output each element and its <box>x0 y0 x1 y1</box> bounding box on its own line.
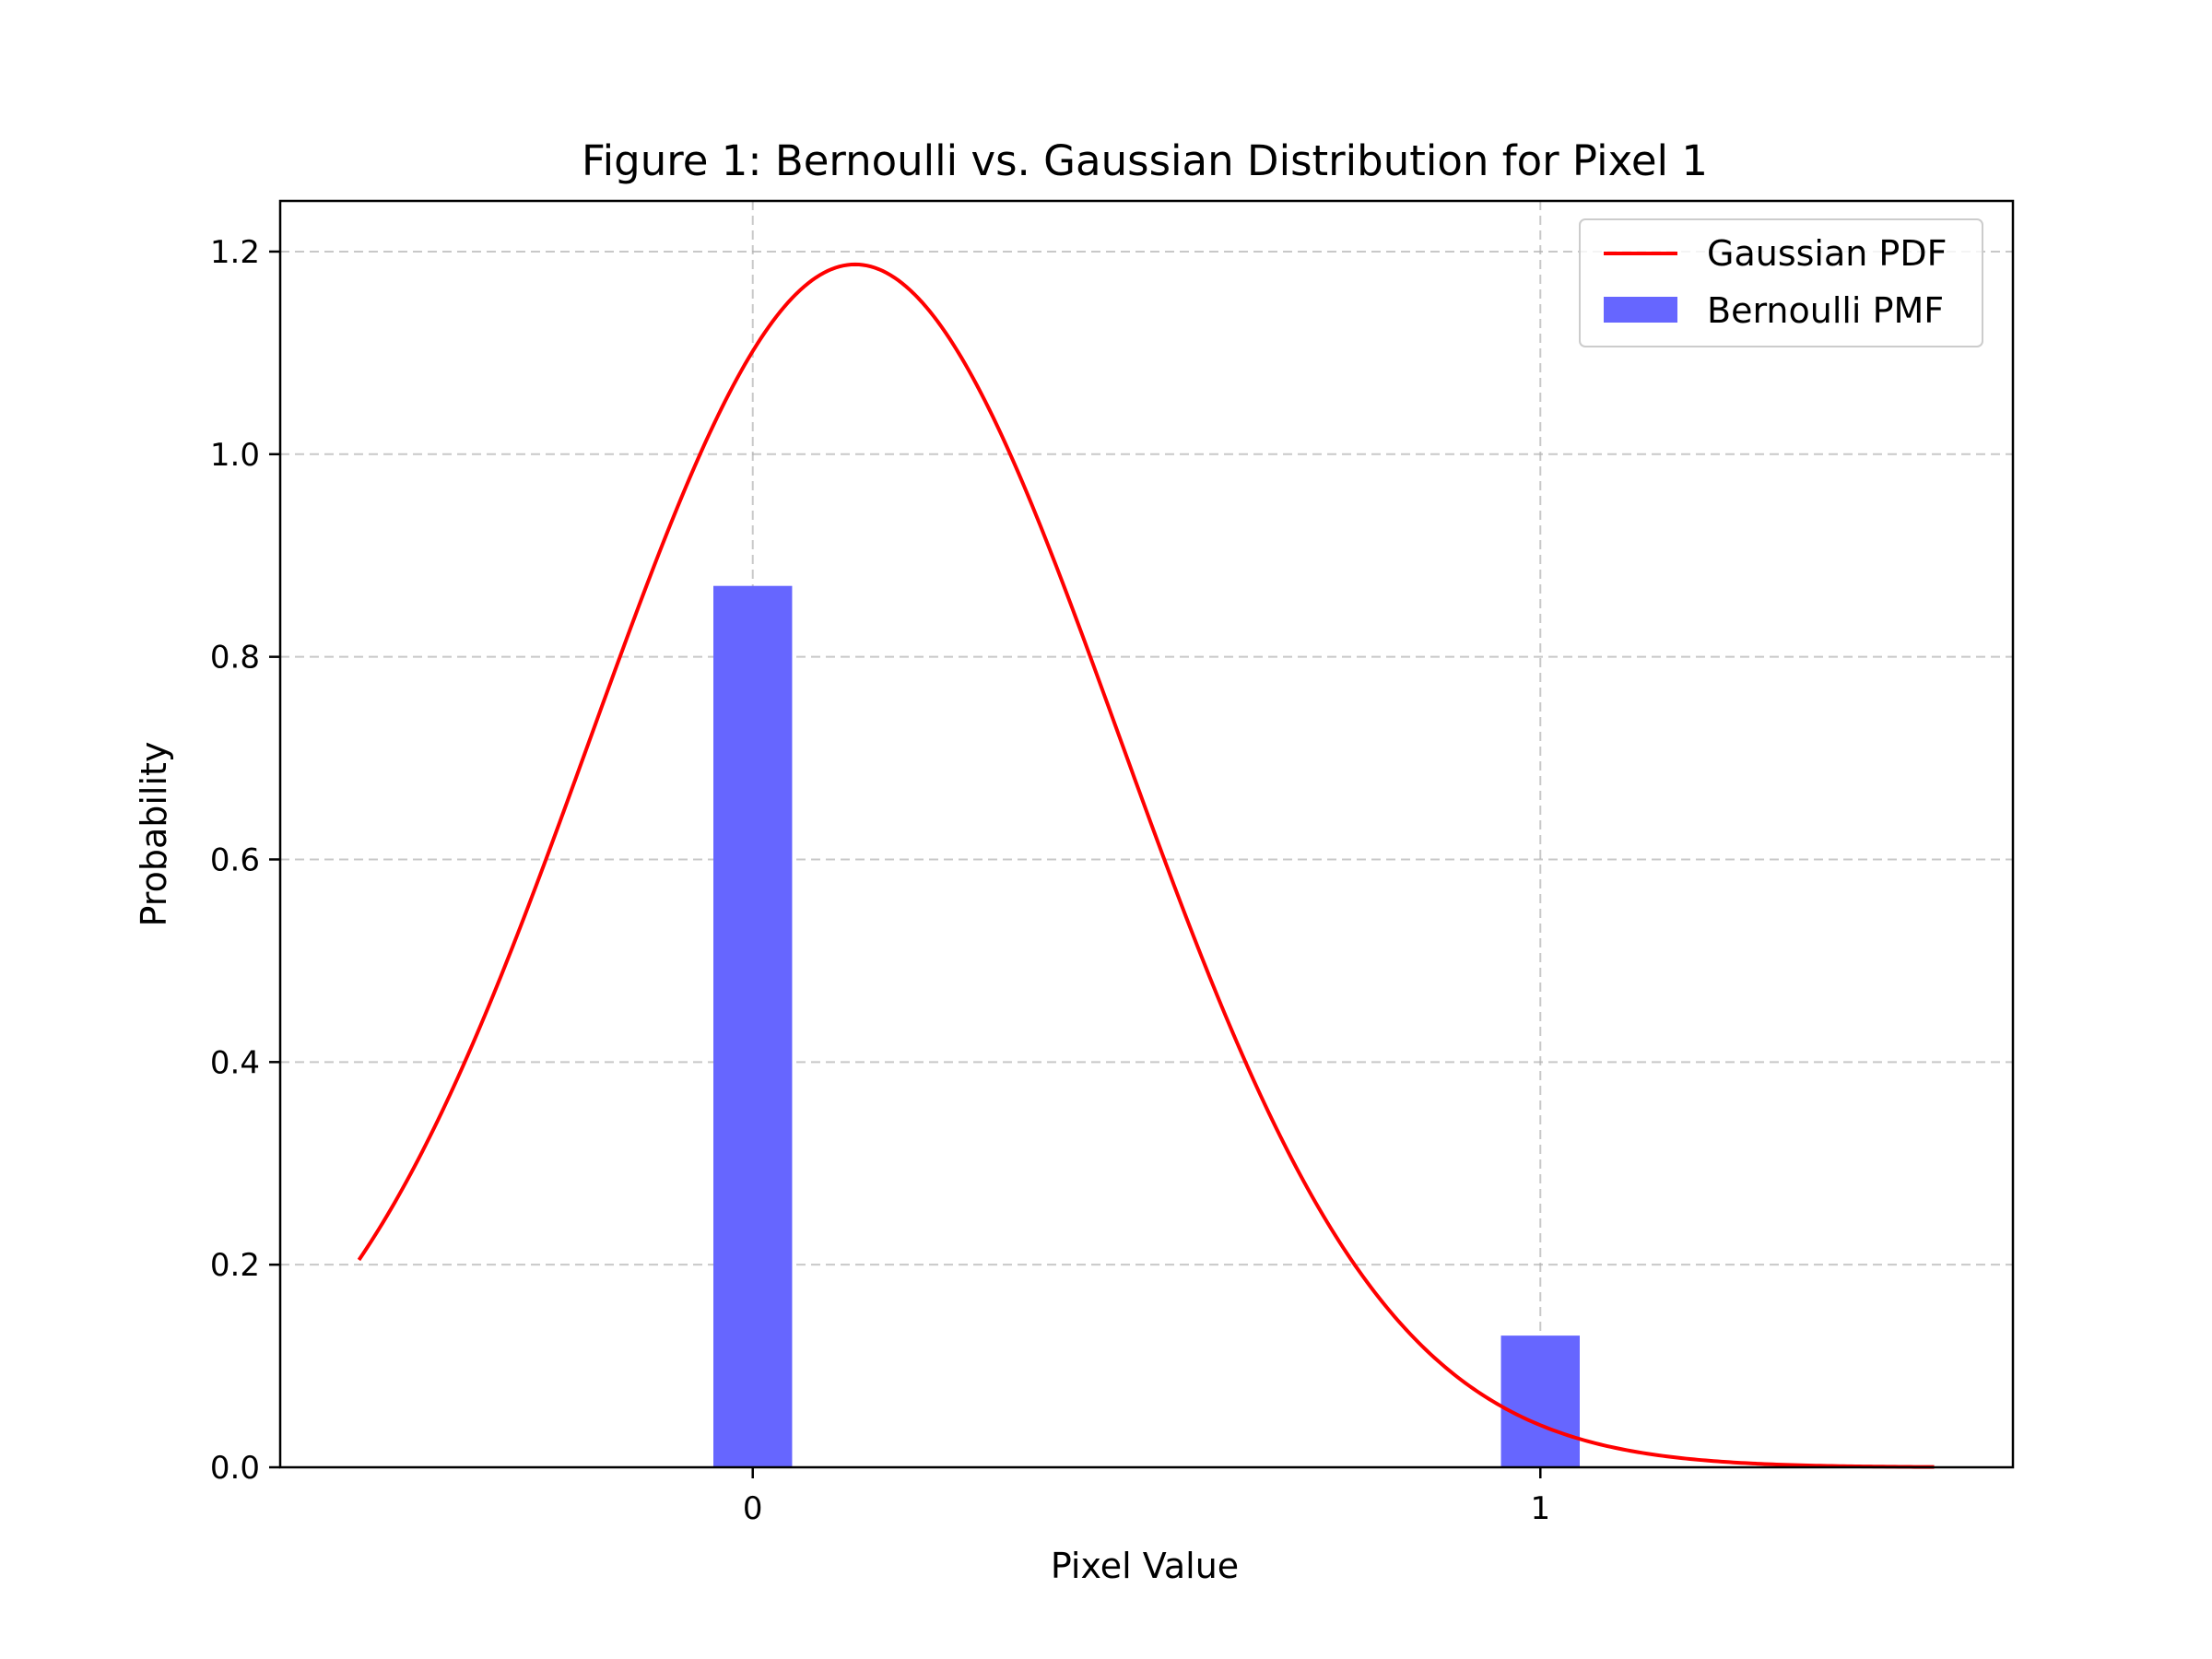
y-tick-label: 0.6 <box>210 841 260 878</box>
y-tick-label: 1.2 <box>210 234 260 271</box>
legend: Gaussian PDF Bernoulli PMF <box>1579 218 1983 347</box>
bar-bernoulli-0 <box>713 585 793 1467</box>
y-axis-label: Probability <box>134 742 174 927</box>
y-tick-label: 0.4 <box>210 1044 260 1081</box>
x-axis-label: Pixel Value <box>1051 1546 1239 1586</box>
legend-bernoulli-label: Bernoulli PMF <box>1707 290 1944 331</box>
x-tick-label: 0 <box>743 1490 763 1527</box>
grid <box>280 201 2013 1468</box>
plot-frame <box>278 199 2015 1469</box>
gaussian-pdf-line <box>357 262 1935 1469</box>
chart-title: Figure 1: Bernoulli vs. Gaussian Distrib… <box>582 136 1708 185</box>
y-tick-label: 0.0 <box>210 1450 260 1487</box>
legend-bernoulli-swatch <box>1604 297 1677 323</box>
legend-gaussian-label: Gaussian PDF <box>1707 233 1947 274</box>
y-tick-label: 0.8 <box>210 640 260 677</box>
legend-box <box>1579 218 1983 347</box>
ticks: 0.0 0.2 0.4 0.6 0.8 1.0 1.2 0 1 <box>210 234 1550 1527</box>
y-tick-label: 1.0 <box>210 437 260 474</box>
y-tick-label: 0.2 <box>210 1247 260 1284</box>
bar-bernoulli-1 <box>1500 1335 1580 1467</box>
x-tick-label: 1 <box>1530 1490 1550 1527</box>
line-series <box>357 262 1935 1469</box>
bars <box>713 585 1580 1467</box>
